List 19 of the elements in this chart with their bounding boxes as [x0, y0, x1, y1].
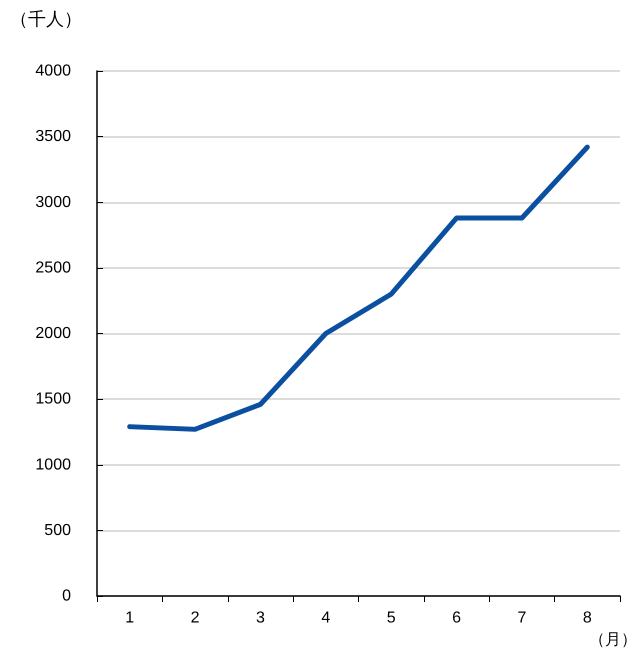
x-tick-label: 8: [582, 610, 592, 626]
y-tick-label: 0: [62, 588, 72, 604]
y-tick-label: 1000: [35, 456, 72, 474]
x-tick-label: 5: [386, 610, 396, 626]
y-tick-label: 3000: [35, 194, 72, 211]
x-tick-label: 3: [256, 610, 265, 626]
x-axis-title: （月）: [589, 632, 637, 648]
y-tick-label: 1500: [35, 390, 72, 408]
y-tick-label: 4000: [35, 62, 72, 80]
y-axis-title: （千人）: [10, 9, 82, 29]
y-tick-label: 3500: [35, 128, 72, 146]
x-tick-label: 4: [321, 610, 330, 626]
x-tick-label: 1: [125, 610, 134, 626]
y-tick-label: 2000: [35, 325, 72, 342]
y-tick-label: 500: [44, 522, 72, 539]
x-tick-label: 2: [190, 610, 200, 626]
y-tick-label: 2500: [35, 259, 72, 276]
x-tick-label: 7: [517, 610, 526, 626]
x-tick-label: 6: [452, 610, 462, 626]
